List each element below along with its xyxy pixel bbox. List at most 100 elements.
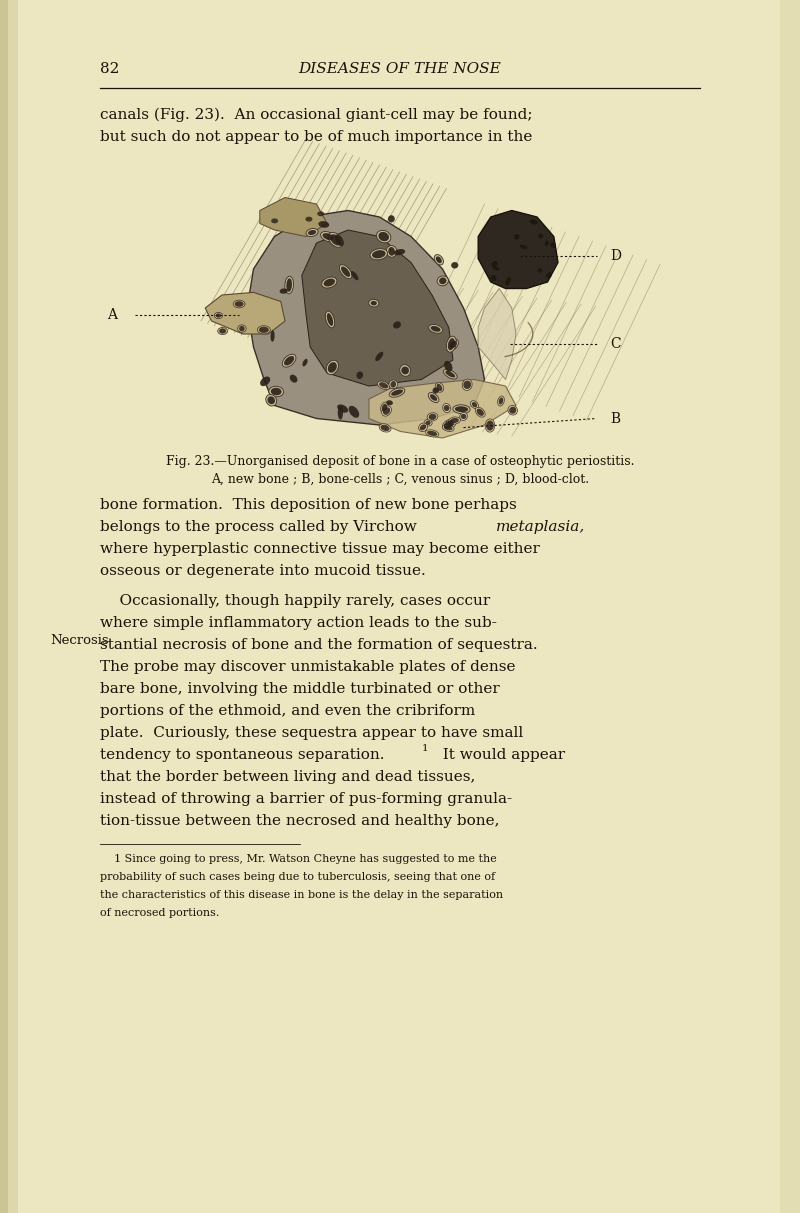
Polygon shape (247, 211, 485, 425)
Text: Necrosis: Necrosis (50, 634, 109, 648)
Ellipse shape (446, 371, 455, 377)
Ellipse shape (442, 404, 450, 412)
Text: 1 Since going to press, Mr. Watson Cheyne has suggested to me the: 1 Since going to press, Mr. Watson Cheyn… (100, 854, 497, 864)
Ellipse shape (322, 233, 334, 240)
Ellipse shape (402, 366, 409, 375)
Ellipse shape (393, 321, 401, 329)
Ellipse shape (318, 221, 330, 228)
Ellipse shape (280, 289, 288, 294)
Ellipse shape (439, 278, 446, 284)
Text: tion-tissue between the necrosed and healthy bone,: tion-tissue between the necrosed and hea… (100, 814, 499, 827)
Ellipse shape (446, 336, 456, 352)
Bar (780, 0, 800, 1213)
Bar (0, 0, 18, 1213)
Ellipse shape (450, 418, 459, 423)
Ellipse shape (378, 381, 390, 389)
Ellipse shape (266, 394, 277, 406)
Ellipse shape (430, 394, 437, 400)
Polygon shape (302, 230, 453, 386)
Ellipse shape (450, 341, 457, 348)
Ellipse shape (448, 338, 458, 351)
Ellipse shape (306, 228, 318, 237)
Text: 1: 1 (422, 744, 429, 753)
Ellipse shape (519, 245, 527, 250)
Ellipse shape (444, 405, 450, 411)
Ellipse shape (429, 414, 436, 420)
Ellipse shape (379, 423, 391, 432)
Ellipse shape (451, 262, 458, 268)
Ellipse shape (328, 363, 337, 372)
Ellipse shape (382, 406, 391, 416)
Ellipse shape (383, 408, 390, 415)
Ellipse shape (290, 375, 298, 382)
Ellipse shape (498, 395, 504, 406)
Ellipse shape (328, 233, 343, 247)
Text: portions of the ethmoid, and even the cribriform: portions of the ethmoid, and even the cr… (100, 704, 475, 718)
Ellipse shape (420, 425, 426, 431)
Ellipse shape (282, 354, 296, 368)
Ellipse shape (381, 403, 388, 414)
Ellipse shape (260, 376, 270, 386)
Ellipse shape (429, 324, 442, 334)
Ellipse shape (219, 329, 226, 334)
Ellipse shape (337, 404, 348, 412)
Ellipse shape (302, 359, 307, 366)
Text: It would appear: It would appear (433, 747, 565, 762)
Bar (0, 0, 8, 1213)
Ellipse shape (433, 387, 439, 393)
Ellipse shape (214, 312, 222, 319)
Text: D: D (610, 249, 622, 263)
Text: the characteristics of this disease in bone is the delay in the separation: the characteristics of this disease in b… (100, 889, 503, 900)
Ellipse shape (514, 234, 519, 239)
Ellipse shape (318, 211, 324, 216)
Ellipse shape (444, 421, 452, 428)
Ellipse shape (382, 404, 387, 411)
Ellipse shape (388, 215, 394, 222)
Ellipse shape (427, 412, 438, 421)
Text: metaplasia,: metaplasia, (496, 520, 586, 534)
Ellipse shape (506, 277, 511, 285)
Ellipse shape (308, 230, 316, 235)
Ellipse shape (269, 386, 283, 397)
Polygon shape (478, 289, 516, 380)
Ellipse shape (377, 230, 391, 243)
Ellipse shape (386, 400, 393, 405)
Ellipse shape (428, 393, 439, 403)
Ellipse shape (400, 365, 410, 376)
Text: bare bone, involving the middle turbinated or other: bare bone, involving the middle turbinat… (100, 682, 500, 696)
Ellipse shape (270, 330, 274, 342)
Ellipse shape (470, 400, 478, 409)
Ellipse shape (530, 220, 538, 224)
Ellipse shape (498, 398, 503, 404)
Ellipse shape (437, 275, 448, 286)
Text: osseous or degenerate into mucoid tissue.: osseous or degenerate into mucoid tissue… (100, 564, 426, 579)
Ellipse shape (334, 234, 344, 246)
Ellipse shape (216, 313, 221, 318)
Ellipse shape (477, 409, 484, 416)
Ellipse shape (461, 414, 466, 418)
Ellipse shape (324, 279, 335, 286)
Ellipse shape (538, 233, 543, 239)
Ellipse shape (426, 421, 430, 425)
Ellipse shape (550, 243, 556, 247)
Ellipse shape (430, 326, 441, 332)
Ellipse shape (239, 326, 245, 331)
Polygon shape (260, 198, 327, 237)
Ellipse shape (378, 232, 389, 241)
Text: where simple inflammatory action leads to the sub-: where simple inflammatory action leads t… (100, 616, 497, 630)
Ellipse shape (326, 360, 338, 375)
Ellipse shape (351, 272, 358, 280)
Text: A, new bone ; B, bone-cells ; C, venous sinus ; D, blood-clot.: A, new bone ; B, bone-cells ; C, venous … (211, 473, 589, 486)
Ellipse shape (491, 261, 498, 267)
Ellipse shape (370, 249, 387, 260)
Ellipse shape (437, 383, 442, 391)
Ellipse shape (381, 425, 390, 431)
Ellipse shape (389, 380, 398, 388)
Ellipse shape (369, 300, 379, 307)
Ellipse shape (370, 301, 377, 306)
Ellipse shape (390, 381, 396, 388)
Ellipse shape (379, 382, 388, 388)
Ellipse shape (462, 380, 472, 391)
Ellipse shape (424, 420, 432, 426)
Ellipse shape (338, 406, 343, 420)
